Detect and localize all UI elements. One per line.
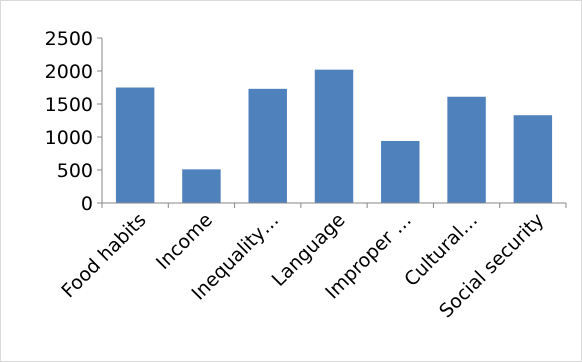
bar-series	[115, 69, 553, 204]
y-axis: 0 500 1000 1500 2000 2500	[45, 28, 103, 215]
bar	[381, 140, 420, 203]
y-tick-label: 2500	[45, 28, 93, 50]
bar	[115, 87, 155, 203]
y-tick-label: 0	[81, 193, 93, 215]
bar	[248, 88, 287, 203]
bar	[447, 96, 486, 203]
bar	[314, 69, 354, 204]
x-tick-label: Income	[152, 209, 217, 274]
x-tick-label: Food habits	[57, 209, 150, 302]
bar	[513, 115, 553, 203]
y-tick-label: 2000	[45, 61, 93, 83]
y-tick-label: 500	[57, 160, 93, 182]
y-tick-label: 1500	[45, 94, 93, 116]
y-tick-label: 1000	[45, 127, 93, 149]
x-axis: Food habits IncomeInequality…LanguageImpr…	[57, 202, 567, 322]
bar	[182, 169, 221, 203]
